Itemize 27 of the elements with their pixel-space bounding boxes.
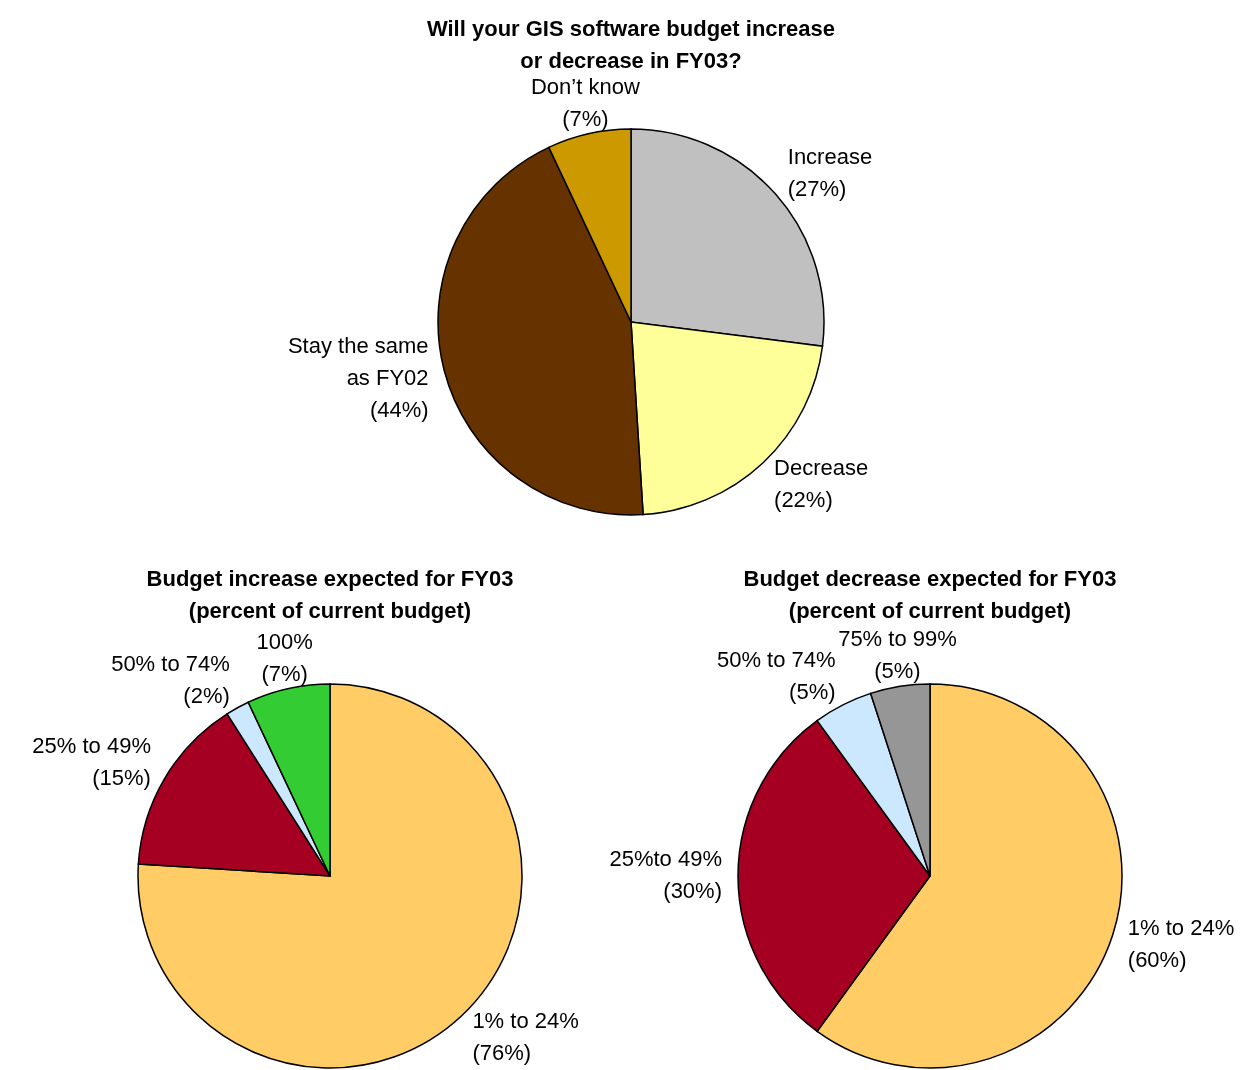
chart-title: Budget decrease expected for FY03 (percent of current budget) [743, 565, 1117, 623]
data-label: (2%) [183, 682, 230, 708]
data-label: (15%) [92, 764, 151, 790]
slice-label: 50% to 74% [716, 647, 836, 673]
slice-label: 100% [256, 628, 313, 654]
slice-label: Stay the same as FY02 [287, 333, 429, 391]
slice-label: Increase [787, 143, 873, 169]
data-label: (30%) [663, 877, 722, 903]
slice-label: Decrease [774, 454, 869, 480]
data-label: (7%) [562, 105, 609, 131]
slice-label: 25%to 49% [609, 845, 722, 871]
data-label: (76%) [472, 1040, 532, 1066]
data-label: (22%) [774, 486, 833, 512]
chart-title: Budget increase expected for FY03 (percent of current budget) [146, 565, 514, 623]
data-label: (5%) [789, 679, 836, 705]
chart-title: Will your GIS software budget increase or decrease in FY03? [426, 15, 836, 73]
slice-label: 50% to 74% [111, 650, 230, 676]
slice-label: 75% to 99% [838, 625, 957, 651]
data-label: (27%) [787, 175, 847, 201]
data-label: (44%) [369, 397, 429, 423]
data-label: (7%) [261, 660, 308, 686]
slice-label: 25% to 49% [32, 732, 151, 758]
slice-label: 1% to 24% [472, 1008, 579, 1034]
data-label: (5%) [874, 657, 921, 683]
slice-label: 1% to 24% [1127, 914, 1235, 940]
slice-label: Don’t know [530, 73, 640, 99]
data-label: (60%) [1127, 946, 1187, 972]
